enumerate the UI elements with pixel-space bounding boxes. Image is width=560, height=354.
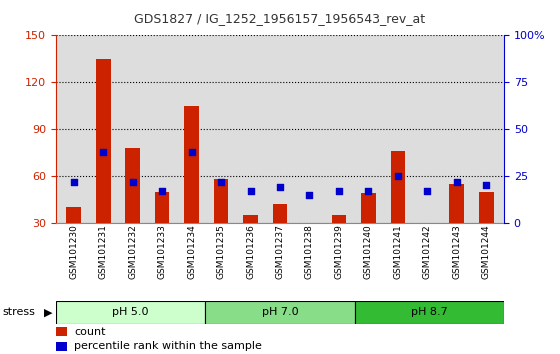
Bar bbox=[56, 327, 67, 336]
Point bbox=[334, 188, 343, 194]
Point bbox=[452, 179, 461, 184]
Bar bbox=[479, 192, 494, 223]
Point bbox=[364, 188, 373, 194]
Point bbox=[99, 149, 108, 155]
Bar bbox=[56, 301, 206, 324]
Bar bbox=[184, 106, 199, 223]
Point bbox=[246, 188, 255, 194]
Bar bbox=[332, 215, 346, 223]
Bar bbox=[273, 204, 287, 223]
Bar bbox=[96, 59, 110, 223]
Point bbox=[276, 184, 284, 190]
Point bbox=[217, 179, 226, 184]
Text: pH 8.7: pH 8.7 bbox=[411, 307, 447, 318]
Bar bbox=[56, 342, 67, 351]
Point bbox=[157, 188, 166, 194]
Bar bbox=[354, 301, 504, 324]
Point bbox=[482, 183, 491, 188]
Text: pH 5.0: pH 5.0 bbox=[113, 307, 149, 318]
Text: GDS1827 / IG_1252_1956157_1956543_rev_at: GDS1827 / IG_1252_1956157_1956543_rev_at bbox=[134, 12, 426, 25]
Bar bbox=[214, 179, 228, 223]
Bar bbox=[361, 193, 376, 223]
Text: count: count bbox=[74, 326, 105, 337]
Text: percentile rank within the sample: percentile rank within the sample bbox=[74, 341, 262, 351]
Bar bbox=[155, 192, 170, 223]
Text: stress: stress bbox=[3, 307, 36, 318]
Bar bbox=[125, 148, 140, 223]
Bar bbox=[450, 184, 464, 223]
Bar bbox=[206, 301, 354, 324]
Bar bbox=[66, 207, 81, 223]
Text: pH 7.0: pH 7.0 bbox=[262, 307, 298, 318]
Point bbox=[187, 149, 196, 155]
Point bbox=[423, 188, 432, 194]
Bar bbox=[302, 223, 317, 226]
Point bbox=[69, 179, 78, 184]
Point bbox=[128, 179, 137, 184]
Point bbox=[394, 173, 403, 179]
Bar bbox=[243, 215, 258, 223]
Bar bbox=[390, 151, 405, 223]
Text: ▶: ▶ bbox=[44, 307, 52, 318]
Point bbox=[305, 192, 314, 198]
